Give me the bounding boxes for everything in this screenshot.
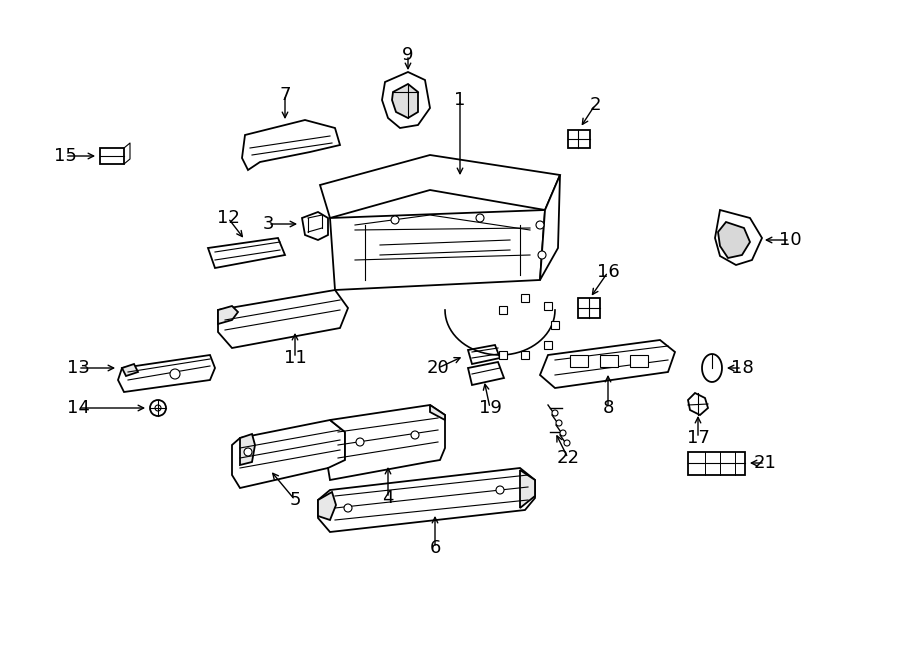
Circle shape — [411, 431, 419, 439]
Bar — [499, 306, 507, 314]
Text: 12: 12 — [217, 209, 239, 227]
Polygon shape — [468, 362, 504, 385]
Polygon shape — [318, 492, 336, 520]
Text: 1: 1 — [454, 91, 465, 109]
Text: 13: 13 — [67, 359, 89, 377]
Text: 5: 5 — [289, 491, 301, 509]
Text: 11: 11 — [284, 349, 306, 367]
Polygon shape — [218, 306, 238, 324]
Bar — [570, 355, 588, 367]
Circle shape — [536, 221, 544, 229]
Polygon shape — [715, 210, 762, 265]
Polygon shape — [568, 130, 590, 148]
Polygon shape — [328, 405, 445, 480]
Circle shape — [476, 214, 484, 222]
Polygon shape — [430, 405, 445, 420]
Circle shape — [564, 440, 570, 446]
Polygon shape — [218, 290, 348, 348]
Text: 7: 7 — [279, 86, 291, 104]
Polygon shape — [330, 210, 545, 290]
Text: 16: 16 — [597, 263, 619, 281]
Polygon shape — [688, 452, 745, 475]
Text: 10: 10 — [778, 231, 801, 249]
Text: 15: 15 — [54, 147, 76, 165]
Polygon shape — [520, 470, 535, 508]
Text: 20: 20 — [427, 359, 449, 377]
Polygon shape — [100, 148, 124, 164]
Circle shape — [356, 438, 364, 446]
Polygon shape — [302, 212, 328, 240]
Bar — [551, 321, 559, 329]
Circle shape — [155, 405, 161, 411]
Text: 17: 17 — [687, 429, 709, 447]
Polygon shape — [688, 393, 708, 415]
Bar — [499, 351, 507, 359]
Circle shape — [556, 420, 562, 426]
Circle shape — [150, 400, 166, 416]
Text: 21: 21 — [753, 454, 777, 472]
Bar — [521, 294, 529, 302]
Text: 6: 6 — [429, 539, 441, 557]
Circle shape — [170, 369, 180, 379]
Text: 9: 9 — [402, 46, 414, 64]
Circle shape — [496, 486, 504, 494]
Polygon shape — [118, 355, 215, 392]
Polygon shape — [718, 222, 750, 258]
Bar — [630, 355, 648, 367]
Text: 3: 3 — [262, 215, 274, 233]
Text: 22: 22 — [556, 449, 580, 467]
Polygon shape — [540, 340, 675, 388]
Text: 4: 4 — [382, 489, 394, 507]
Polygon shape — [240, 434, 255, 465]
Polygon shape — [122, 364, 138, 376]
Bar — [544, 341, 552, 349]
Polygon shape — [468, 345, 500, 364]
Circle shape — [560, 430, 566, 436]
Circle shape — [391, 216, 399, 224]
Polygon shape — [392, 84, 418, 118]
Text: 14: 14 — [67, 399, 89, 417]
Polygon shape — [318, 468, 535, 532]
Circle shape — [344, 504, 352, 512]
Polygon shape — [320, 155, 560, 218]
Polygon shape — [540, 175, 560, 280]
Circle shape — [538, 251, 546, 259]
Circle shape — [552, 410, 558, 416]
Bar — [521, 351, 529, 359]
Text: 19: 19 — [479, 399, 501, 417]
Polygon shape — [242, 120, 340, 170]
Polygon shape — [702, 354, 722, 382]
Text: 8: 8 — [602, 399, 614, 417]
Polygon shape — [578, 298, 600, 318]
Polygon shape — [382, 72, 430, 128]
Bar — [600, 355, 618, 367]
Polygon shape — [208, 238, 285, 268]
Bar — [544, 302, 552, 310]
Text: 18: 18 — [731, 359, 753, 377]
Text: 2: 2 — [590, 96, 601, 114]
Polygon shape — [232, 420, 345, 488]
Circle shape — [244, 448, 252, 456]
